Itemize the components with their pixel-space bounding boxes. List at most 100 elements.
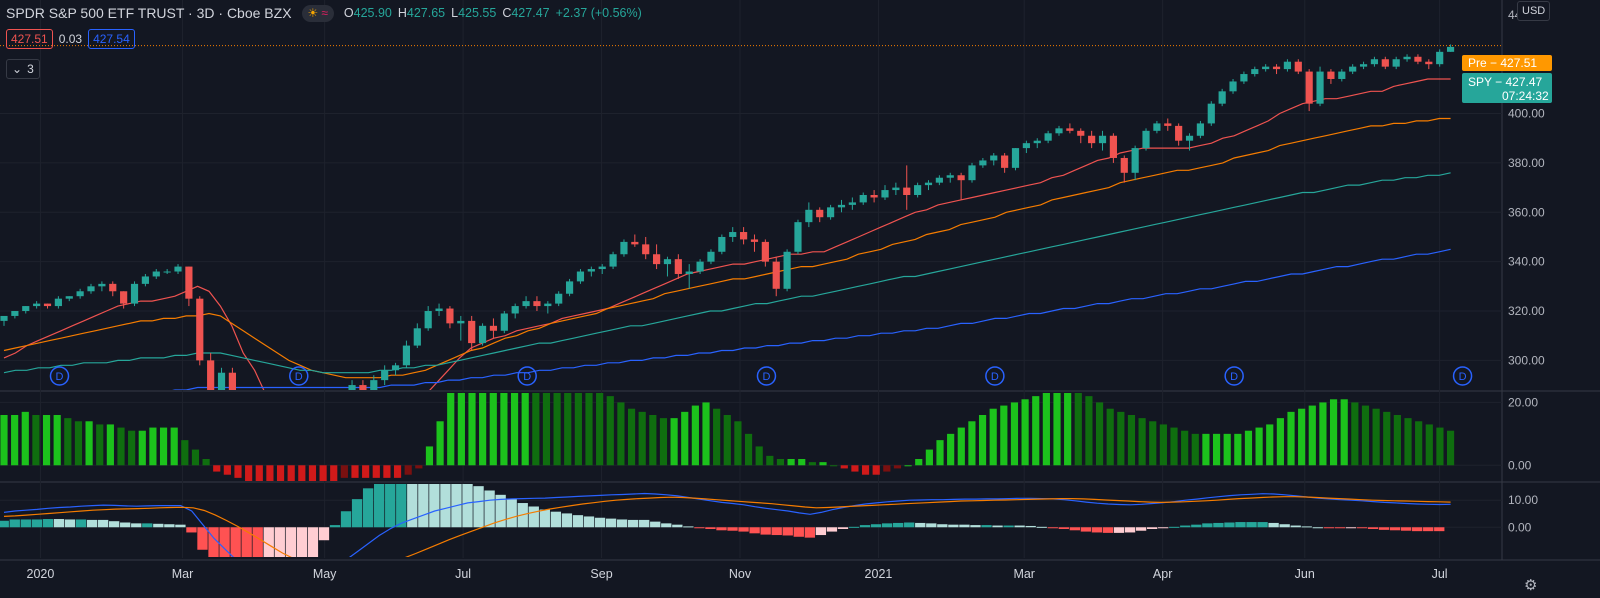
histogram-bar	[1170, 427, 1178, 466]
indicators-toggle[interactable]: ⌄ 3	[6, 59, 40, 79]
candle-body	[1381, 59, 1389, 67]
histogram-bar	[234, 465, 242, 478]
candle-body	[457, 320, 465, 324]
macd-histogram-bar	[859, 525, 871, 528]
macd-histogram-bar	[1434, 527, 1445, 532]
macd-histogram-bar	[142, 523, 153, 528]
macd-histogram-bar	[639, 519, 650, 528]
currency-button[interactable]: USD	[1517, 1, 1551, 21]
candle-body	[381, 370, 389, 381]
ohlc-key: L	[451, 6, 459, 20]
macd-histogram-bar	[716, 527, 727, 531]
histogram-bar	[11, 415, 19, 466]
histogram-bar	[425, 446, 434, 466]
macd-histogram-bar	[396, 484, 407, 528]
candle-body	[87, 286, 95, 292]
histogram-bar	[755, 446, 763, 466]
candle-body	[598, 266, 606, 270]
candle-body	[1414, 56, 1422, 62]
histogram-bar	[32, 415, 40, 466]
histogram-bar	[1255, 427, 1263, 466]
macd-histogram-bar	[870, 524, 882, 528]
candle-body	[881, 190, 889, 198]
macd-histogram-bar	[782, 527, 793, 536]
candle-body	[1349, 66, 1357, 72]
histogram-bar	[521, 393, 529, 466]
macd-histogram-bar	[1400, 527, 1412, 531]
histogram-bar	[138, 430, 146, 466]
ask-box[interactable]: 427.54	[88, 29, 135, 49]
macd-histogram-bar	[826, 527, 838, 532]
moving-average-line	[3, 78, 1451, 390]
macd-histogram-bar	[186, 527, 197, 533]
macd-histogram-bar	[164, 524, 175, 528]
ohlc-value: 427.47	[511, 6, 550, 20]
macd-histogram-bar	[793, 527, 804, 537]
candle-body	[1436, 51, 1444, 65]
macd-histogram-bar	[550, 511, 562, 528]
histogram-bar	[681, 411, 689, 466]
candle-body	[957, 175, 965, 181]
candle-body	[1098, 135, 1107, 144]
dividend-label: D	[1230, 371, 1238, 383]
macd-histogram-bar	[53, 519, 65, 528]
time-axis-label: Jul	[455, 567, 471, 581]
histogram-bar	[393, 465, 402, 478]
dividend-circle	[985, 366, 1005, 386]
symbol-title[interactable]: SPDR S&P 500 ETF TRUST · 3D · Cboe BZX	[6, 5, 292, 21]
macd-histogram-bar	[462, 484, 473, 528]
candle-body	[1262, 66, 1270, 70]
macd-histogram-bar	[1279, 524, 1290, 528]
macd-histogram-bar	[75, 519, 87, 528]
candle-body	[1283, 61, 1292, 70]
session-badge[interactable]: ☀ ≈	[301, 4, 334, 22]
candle-body	[935, 177, 943, 183]
histogram-bar	[734, 421, 742, 466]
macd-histogram-bar	[904, 522, 915, 528]
macd-histogram-bar	[583, 516, 595, 528]
candle-body	[1153, 123, 1161, 131]
candle-body	[1272, 66, 1281, 70]
candle-body	[892, 187, 900, 191]
candle-body	[859, 195, 867, 203]
ohlc-value: +2.37 (+0.56%)	[555, 6, 642, 20]
candle-body	[1425, 61, 1433, 65]
macd-histogram-bar	[1080, 527, 1092, 532]
histogram-bar	[308, 465, 317, 481]
histogram-bar	[617, 402, 625, 466]
macd-histogram-bar	[230, 527, 241, 557]
histogram-bar	[1298, 408, 1306, 466]
gear-icon[interactable]: ⚙	[1524, 577, 1538, 594]
macd-histogram-bar	[1312, 527, 1323, 529]
macd-histogram-bar	[1378, 527, 1390, 530]
dividend-circle	[517, 366, 537, 386]
candle-body	[402, 345, 411, 366]
dividend-label: D	[56, 371, 64, 383]
histogram-bar	[904, 465, 912, 467]
candle-body	[207, 360, 215, 390]
histogram-bar	[1181, 430, 1189, 466]
macd-histogram-bar	[451, 484, 462, 528]
candle-body	[185, 266, 193, 299]
candle-body	[500, 313, 508, 331]
histogram-bar	[149, 427, 157, 466]
macd-histogram-bar	[64, 519, 76, 528]
macd-histogram-bar	[771, 527, 782, 536]
candle-body	[631, 241, 639, 245]
macd-histogram-bar	[1069, 527, 1081, 531]
time-axis-label: Apr	[1153, 567, 1172, 581]
candle-body	[1022, 143, 1030, 149]
histogram-bar	[723, 415, 731, 466]
histogram-bar	[808, 462, 816, 466]
candle-body	[685, 271, 693, 274]
macd-histogram-bar	[506, 499, 517, 528]
macd-histogram-bar	[208, 527, 219, 557]
candle-body	[413, 328, 421, 346]
candle-body	[848, 202, 856, 205]
bid-box[interactable]: 427.51	[6, 29, 53, 49]
macd-histogram-bar	[727, 527, 738, 531]
macd-histogram-bar	[42, 519, 54, 528]
candle-body	[109, 283, 117, 292]
histogram-bar	[1212, 433, 1221, 466]
